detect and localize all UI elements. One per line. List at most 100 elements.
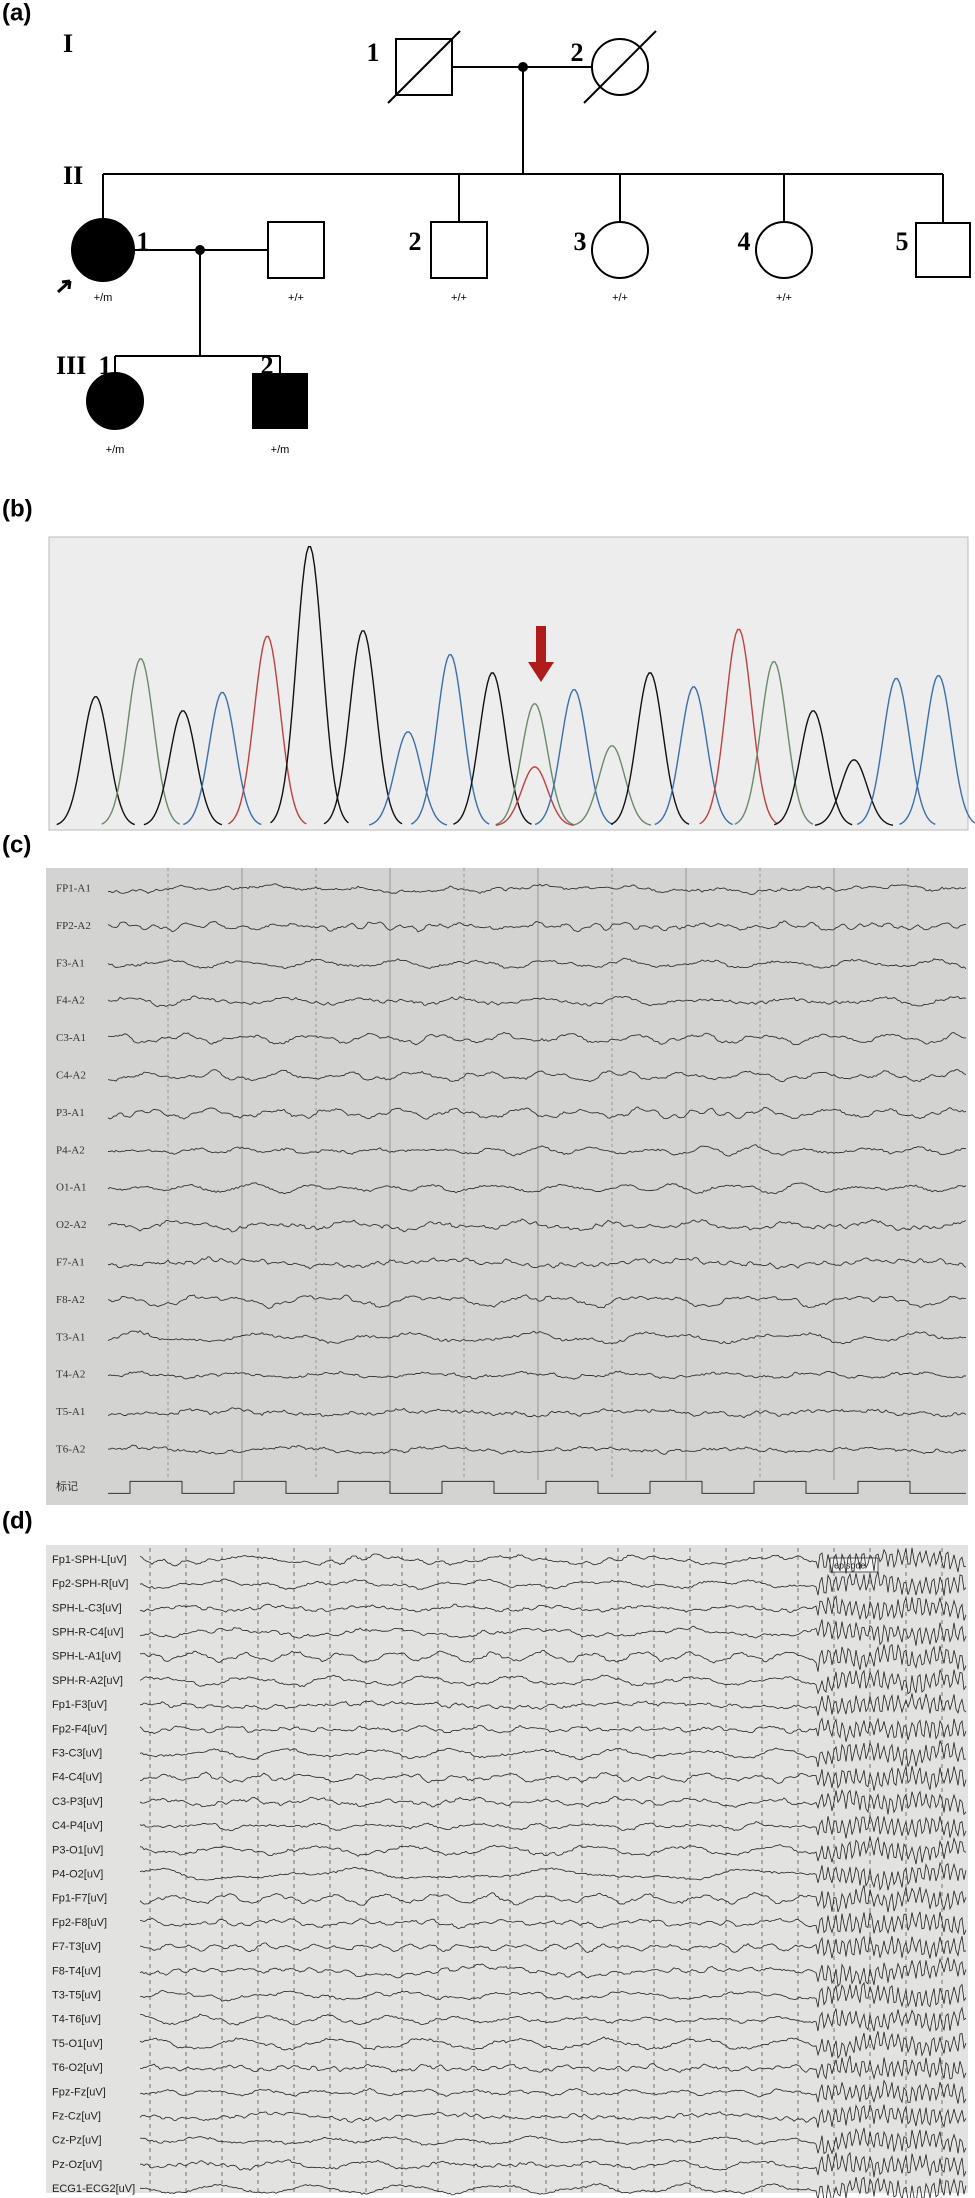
channel-label: Pz-Oz[uV] (52, 2159, 102, 2171)
channel-label: F8-A2 (56, 1294, 85, 1306)
eeg-trace (139, 1836, 967, 1865)
chromatogram-peak (572, 745, 652, 826)
chromatogram-peak (453, 672, 532, 825)
channel-label: F7-T3[uV] (52, 1941, 101, 1953)
marriage-node (195, 245, 205, 255)
channel-label: T6-A2 (56, 1444, 85, 1456)
eeg-trace (139, 2151, 967, 2178)
chromatogram-peak (495, 703, 574, 826)
channel-label: T4-A2 (56, 1369, 85, 1381)
channel-label: C4-P4[uV] (52, 1820, 103, 1832)
channel-label: Fpz-Fz[uV] (52, 2086, 106, 2098)
chromatogram-peak (654, 686, 733, 826)
eeg-trace (139, 1957, 967, 1988)
female (71, 218, 135, 282)
chromatogram-peak (323, 630, 403, 825)
genotype: +/m (106, 444, 125, 456)
eeg-trace (139, 1594, 967, 1621)
eeg-trace (107, 920, 967, 933)
channel-label: T3-A1 (56, 1331, 85, 1343)
eeg-trace (139, 1693, 967, 1716)
eeg-trace (107, 995, 967, 1008)
eeg-trace (139, 2031, 967, 2060)
eeg-trace (139, 1935, 967, 1959)
channel-label: Fp1-F3[uV] (52, 1699, 107, 1711)
channel-label: Fp1-F7[uV] (52, 1893, 107, 1905)
channel-label: T3-T5[uV] (52, 1990, 101, 2002)
channel-label: P4-O2[uV] (52, 1869, 103, 1881)
channel-label: F3-A1 (56, 957, 85, 969)
female (755, 221, 813, 279)
eeg-trace (139, 1861, 967, 1891)
eeg-trace (107, 957, 967, 970)
chromatogram-peak (227, 635, 307, 825)
individual-number: 1 (137, 227, 150, 256)
chromatogram-peak (610, 672, 690, 825)
channel-label: Fz-Cz[uV] (52, 2111, 101, 2123)
channel-label: C3-P3[uV] (52, 1796, 103, 1808)
chromatogram-peak (143, 710, 223, 826)
genotype: +/+ (776, 292, 792, 304)
channel-label: FP1-A1 (56, 883, 91, 895)
eeg-trace (139, 1885, 967, 1913)
channel-label: F8-T4[uV] (52, 1965, 101, 1977)
female (86, 372, 144, 430)
annotation: episode (834, 1560, 866, 1570)
eeg-trace (107, 1294, 967, 1309)
chromatogram-peak (814, 759, 894, 826)
eeg-trace (139, 1571, 967, 1596)
eeg-trace (107, 1407, 967, 1419)
genotype: +/m (271, 444, 290, 456)
channel-label: 标记 (56, 1479, 78, 1493)
eeg-trace (139, 1547, 967, 1574)
channel-label: P3-A1 (56, 1107, 85, 1119)
eeg-trace (139, 1668, 967, 1695)
eeg-trace (107, 1444, 967, 1455)
individual-number: 2 (409, 227, 422, 256)
channel-label: SPH-R-A2[uV] (52, 1675, 123, 1687)
female (591, 221, 649, 279)
eeg-trace (108, 1218, 967, 1233)
eeg-trace (139, 1788, 967, 1816)
pedigree-line (387, 30, 461, 104)
eeg-trace (139, 2006, 967, 2032)
eeg-trace (140, 2176, 967, 2198)
channel-label: P3-O1[uV] (52, 1844, 103, 1856)
male (267, 221, 325, 279)
individual-number: 2 (571, 38, 584, 67)
individual-number: 3 (574, 227, 587, 256)
eeg-trace (107, 1069, 967, 1083)
eeg-trace (107, 1182, 967, 1195)
chromatogram-bg (48, 536, 969, 831)
channel-label: Fp2-F4[uV] (52, 1723, 107, 1735)
proband-arrow (56, 279, 72, 294)
channel-label: T5-O1[uV] (52, 2038, 103, 2050)
genotype: +/+ (612, 292, 628, 304)
channel-label: F4-A2 (56, 995, 85, 1007)
male (915, 222, 971, 278)
channel-label: O2-A2 (56, 1219, 87, 1231)
eeg-trace (139, 1643, 967, 1672)
individual-number: 5 (896, 227, 909, 256)
chromatogram-peak (368, 731, 448, 826)
panel-label: (c) (2, 831, 31, 858)
individual-number: 1 (367, 38, 380, 67)
genotype: +/+ (288, 292, 304, 304)
channel-label: Cz-Pz[uV] (52, 2135, 102, 2147)
channel-label: SPH-L-A1[uV] (52, 1651, 121, 1663)
channel-label: Fp1-SPH-L[uV] (52, 1554, 127, 1566)
chromatogram-peak (56, 696, 135, 826)
channel-label: T5-A1 (56, 1406, 85, 1418)
eeg-bg (46, 868, 968, 1505)
chromatogram-peak (183, 691, 262, 826)
channel-label: FP2-A2 (56, 920, 91, 932)
eeg-bg (46, 1545, 968, 2193)
genotype: +/+ (451, 292, 467, 304)
genotype: +/m (94, 292, 113, 304)
individual-number: 2 (261, 351, 274, 380)
generation-label: II (63, 161, 83, 190)
eeg-trace (107, 1144, 967, 1157)
chromatogram-peak (856, 677, 936, 826)
eeg-trace (107, 883, 967, 895)
